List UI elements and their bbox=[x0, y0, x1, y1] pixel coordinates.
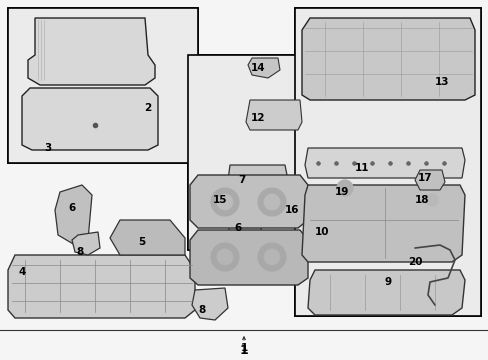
Circle shape bbox=[210, 188, 239, 216]
Text: 17: 17 bbox=[417, 173, 431, 183]
Text: 8: 8 bbox=[198, 305, 205, 315]
Circle shape bbox=[258, 188, 285, 216]
Polygon shape bbox=[245, 100, 302, 130]
Text: 5: 5 bbox=[138, 237, 145, 247]
Polygon shape bbox=[307, 270, 464, 315]
Text: 1: 1 bbox=[239, 343, 248, 356]
Text: 8: 8 bbox=[76, 247, 83, 257]
Polygon shape bbox=[8, 255, 195, 318]
Text: 18: 18 bbox=[414, 195, 428, 205]
Text: 1: 1 bbox=[240, 343, 247, 353]
Text: 9: 9 bbox=[384, 277, 391, 287]
Circle shape bbox=[425, 194, 437, 206]
Polygon shape bbox=[190, 230, 307, 285]
Bar bbox=[187, 55, 332, 250]
Bar bbox=[294, 8, 480, 316]
Text: 2: 2 bbox=[144, 103, 151, 113]
Polygon shape bbox=[227, 210, 262, 245]
Circle shape bbox=[264, 194, 280, 210]
Polygon shape bbox=[28, 18, 155, 85]
Text: 16: 16 bbox=[284, 205, 299, 215]
Circle shape bbox=[217, 249, 232, 265]
Circle shape bbox=[264, 249, 280, 265]
Polygon shape bbox=[302, 185, 464, 262]
Text: 19: 19 bbox=[334, 187, 348, 197]
Polygon shape bbox=[305, 148, 464, 178]
Text: 4: 4 bbox=[18, 267, 26, 277]
Circle shape bbox=[258, 243, 285, 271]
Polygon shape bbox=[227, 165, 287, 195]
Text: 12: 12 bbox=[250, 113, 264, 123]
Circle shape bbox=[210, 243, 239, 271]
Text: 11: 11 bbox=[354, 163, 368, 173]
Circle shape bbox=[217, 194, 232, 210]
Text: 7: 7 bbox=[238, 175, 245, 185]
Text: 14: 14 bbox=[250, 63, 265, 73]
Polygon shape bbox=[72, 232, 100, 255]
Polygon shape bbox=[247, 58, 280, 78]
Polygon shape bbox=[22, 88, 158, 150]
Text: 15: 15 bbox=[212, 195, 227, 205]
Circle shape bbox=[336, 180, 352, 196]
Polygon shape bbox=[192, 288, 227, 320]
Text: 20: 20 bbox=[407, 257, 421, 267]
Text: 13: 13 bbox=[434, 77, 448, 87]
Bar bbox=[294, 8, 480, 316]
Text: 10: 10 bbox=[314, 227, 328, 237]
Polygon shape bbox=[110, 220, 184, 255]
Polygon shape bbox=[55, 185, 92, 245]
Bar bbox=[8, 8, 198, 163]
Text: 3: 3 bbox=[44, 143, 52, 153]
Polygon shape bbox=[302, 18, 474, 100]
Polygon shape bbox=[414, 170, 444, 190]
Polygon shape bbox=[190, 175, 307, 228]
Text: 6: 6 bbox=[68, 203, 76, 213]
Bar bbox=[8, 8, 198, 163]
Text: 6: 6 bbox=[234, 223, 241, 233]
Bar bbox=[187, 55, 332, 250]
